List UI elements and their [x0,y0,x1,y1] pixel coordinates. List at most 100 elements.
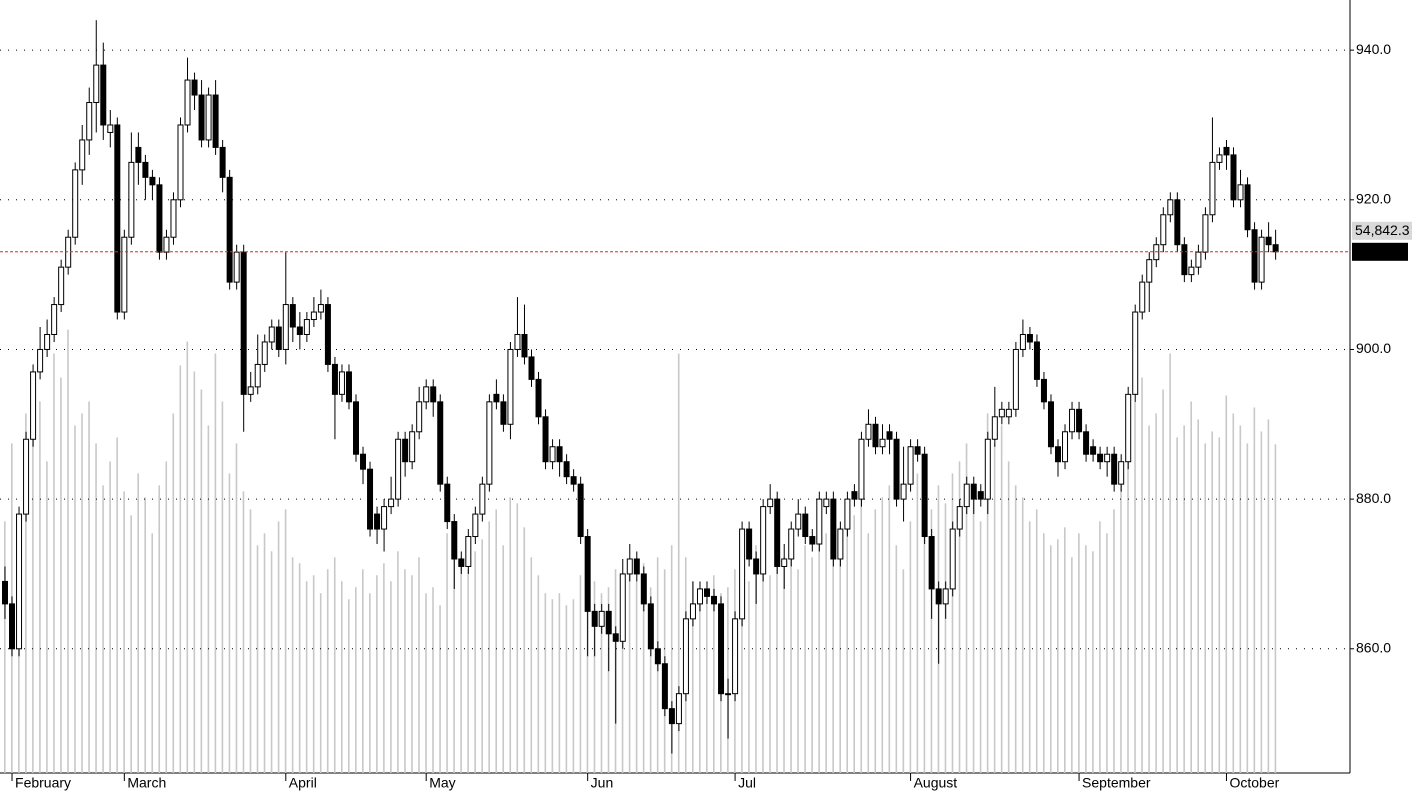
x-tick-label: October [1229,775,1279,791]
volume-bar [1007,461,1010,773]
candle-body [746,528,753,560]
volume-bar [713,575,715,773]
volume-bar [1246,443,1249,773]
candle-body [100,64,107,126]
volume-bar [1113,509,1115,773]
candle-body [226,176,233,283]
volume-bar [172,413,175,773]
volume-bar [607,587,610,773]
volume-bar [972,497,975,773]
candle-body [570,476,577,485]
candle-body [654,648,661,665]
candle-body [1265,236,1272,246]
x-tick-label: August [914,775,958,791]
candle-body [121,236,128,313]
candle-body [753,558,760,575]
candle-body [907,446,914,485]
candle-body [353,401,359,455]
x-tick-label: February [15,775,71,791]
candle-body [1076,408,1083,433]
volume-bar [600,593,603,773]
volume-bar [81,413,83,773]
volume-bar [200,389,203,773]
volume-bar [123,491,125,773]
volume-bar [305,581,308,773]
candle-body [949,528,956,590]
candle-body [725,693,732,696]
candle-body [2,580,8,605]
candle-body [486,401,493,485]
volume-bar [593,581,596,773]
candle-body [1019,333,1026,350]
volume-bar [319,593,322,773]
candle-body [1069,408,1076,433]
candle-body [1005,408,1012,418]
candle-body [1188,266,1195,276]
volume-bar [965,443,968,773]
volume-bar [256,545,259,773]
volume-bar [425,593,427,773]
candle-body [156,184,163,253]
volume-bar [1035,509,1038,773]
candle-body [303,319,310,335]
volume-bar [1211,431,1214,773]
volume-bar [769,575,771,773]
candle-body [598,610,605,627]
candle-body [809,536,816,545]
volume-bar [642,563,645,773]
volume-bar [1085,545,1087,773]
candle-body [802,513,809,538]
candle-body [360,453,367,470]
candle-body [549,446,556,463]
candle-body [1040,378,1047,403]
volume-bar [1078,533,1080,773]
volume-bar [874,509,877,773]
volume-bar [165,461,168,773]
volume-bar [888,485,891,773]
volume-bar [130,515,132,773]
volume-bar [263,533,266,773]
volume-bar [909,521,912,773]
candle-body [51,304,58,335]
candle-body [1237,184,1244,201]
candle-body [177,124,184,201]
volume-bar [923,533,926,773]
volume-bar [839,527,841,773]
candle-body [395,438,402,500]
volume-bar [151,533,154,773]
volume-bar [207,425,210,773]
candle-body [107,124,114,133]
volume-bar [390,581,392,773]
volume-bar [1162,389,1164,773]
volume-bar [916,473,919,773]
candle-body [556,446,563,463]
volume-bar [60,377,62,773]
volume-bar [783,557,785,773]
volume-bar [825,533,827,773]
volume-bar [25,413,27,773]
volume-bar [755,545,757,773]
y-tick-label: 920.0 [1356,191,1391,207]
candle-body [682,618,689,695]
candle-body [739,528,746,620]
candle-body [240,251,247,395]
candle-body [1195,251,1202,268]
volume-bar [1218,437,1221,773]
volume-bar [228,473,231,773]
volume-bar [551,599,554,773]
candle-body [423,386,430,403]
candle-body [128,161,135,238]
volume-bar [741,557,743,773]
volume-bar [1274,444,1277,773]
volume-bar [1239,425,1242,773]
volume-bar [432,587,434,773]
candle-body [1111,453,1118,485]
volume-bar [270,551,273,773]
volume-bar [333,557,336,773]
volume-bar [698,593,701,773]
volume-bar [95,443,97,773]
candle-body [458,558,465,567]
volume-bar [1176,437,1178,773]
volume-bar [523,527,526,773]
candle-body [402,438,409,463]
